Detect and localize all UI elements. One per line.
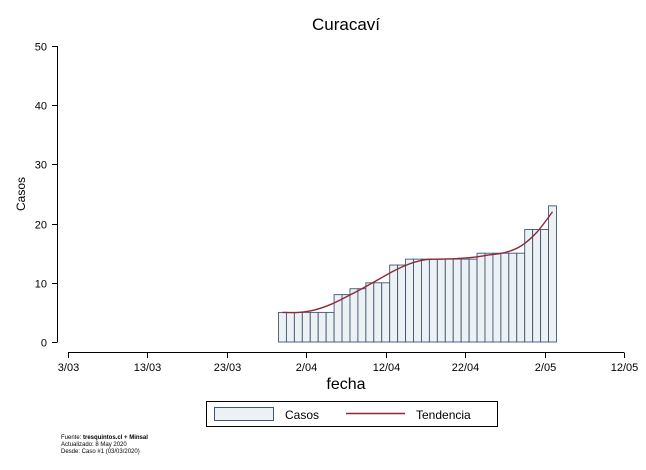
bar: [349, 288, 359, 343]
bar: [508, 252, 518, 343]
y-tick-label: 40: [35, 101, 47, 113]
bar: [365, 282, 375, 343]
bar: [516, 252, 526, 343]
bar: [405, 258, 414, 343]
legend: Casos Tendencia: [206, 401, 498, 427]
chart-title: Curacaví: [312, 15, 380, 34]
since-line: Desde: Caso #1 (03/03/2020): [61, 449, 140, 455]
bar: [500, 252, 510, 343]
bar: [285, 311, 295, 343]
y-tick-label: 10: [35, 279, 47, 291]
source-prefix: Fuente:: [61, 435, 84, 441]
bar: [460, 258, 470, 343]
bar: [357, 288, 367, 343]
bar: [452, 258, 462, 343]
bar: [484, 252, 494, 343]
bar: [540, 229, 549, 343]
x-tick-label: 3/03: [58, 362, 79, 374]
bar: [381, 282, 391, 343]
bar: [278, 311, 287, 343]
bar: [468, 258, 478, 343]
y-tick-label: 0: [41, 338, 47, 350]
x-ticks: 3/03 13/03 23/03 2/04 12/04 22/04 2/05 12/05: [58, 352, 639, 374]
bar: [389, 264, 399, 343]
x-tick-label: 12/05: [611, 362, 639, 374]
bar: [428, 258, 438, 343]
bar: [325, 311, 335, 343]
bar: [373, 282, 383, 343]
legend-label-tendencia: Tendencia: [416, 408, 471, 422]
bar: [397, 264, 407, 343]
x-tick-label: 2/05: [535, 362, 556, 374]
bar: [341, 294, 351, 343]
bar: [476, 252, 486, 343]
bar: [492, 252, 502, 343]
x-tick-label: 12/04: [373, 362, 401, 374]
legend-label-casos: Casos: [285, 408, 319, 422]
y-ticks: 0 10 20 30 40 50: [35, 42, 58, 350]
y-axis-label: Casos: [14, 177, 28, 211]
bar: [293, 311, 303, 343]
bar: [444, 258, 454, 343]
x-tick-label: 13/03: [134, 362, 162, 374]
bar: [532, 229, 542, 343]
x-axis-label: fecha: [326, 376, 365, 393]
trend-line: [282, 211, 554, 314]
y-tick-label: 50: [35, 42, 47, 54]
y-tick-label: 20: [35, 220, 47, 232]
y-tick-label: 30: [35, 160, 47, 172]
source-line: Fuente: tresquintos.cl + Minsal: [61, 435, 148, 442]
source-name: tresquintos.cl + Minsal: [83, 435, 148, 441]
bar: [548, 205, 557, 343]
source-note: Fuente: tresquintos.cl + Minsal Actualiz…: [61, 435, 148, 456]
x-tick-label: 22/04: [452, 362, 480, 374]
x-tick-label: 2/04: [296, 362, 317, 374]
legend-swatch-casos: [214, 407, 274, 421]
bar: [413, 258, 422, 343]
bar: [524, 229, 534, 343]
bar: [421, 258, 430, 343]
bar: [309, 311, 319, 343]
bar: [317, 311, 327, 343]
bar-series: [278, 205, 557, 343]
x-tick-label: 23/03: [214, 362, 242, 374]
updated-line: Actualizado: 8 May 2020: [61, 442, 127, 448]
bar: [301, 311, 311, 343]
bar: [436, 258, 446, 343]
